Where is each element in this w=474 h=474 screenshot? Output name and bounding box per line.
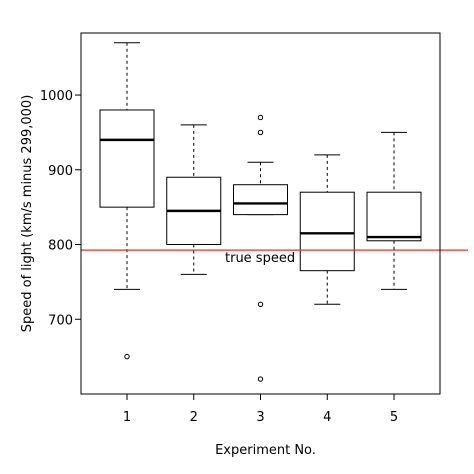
y-tick-label: 1000 [40, 89, 73, 104]
outlier-point [257, 114, 264, 121]
x-tick-label: 3 [256, 410, 264, 425]
box [366, 191, 422, 242]
y-axis: 700 800 900 1000 [40, 89, 81, 328]
x-tick-label: 1 [123, 410, 131, 425]
x-tick-label: 4 [323, 410, 331, 425]
x-axis: 1 2 3 4 5 [123, 394, 398, 425]
outlier-point [257, 301, 264, 308]
outlier-point [257, 129, 264, 136]
true-speed-label: true speed [225, 251, 295, 266]
outlier-point [257, 376, 264, 382]
outlier-point [124, 353, 130, 360]
y-tick-label: 800 [48, 239, 73, 254]
box [299, 191, 355, 272]
box-group-4 [299, 154, 355, 305]
y-axis-title: Speed of light (km/s minus 299,000) [20, 95, 35, 333]
boxes-layer [99, 42, 422, 382]
box-group-1 [99, 42, 155, 360]
x-tick-label: 5 [390, 410, 398, 425]
box [99, 109, 155, 208]
box-group-3 [233, 114, 288, 382]
box [233, 184, 288, 216]
box-group-5 [366, 131, 422, 290]
y-tick-label: 700 [48, 313, 73, 328]
box-group-2 [166, 124, 222, 275]
y-tick-label: 900 [48, 164, 73, 179]
x-axis-title: Experiment No. [215, 443, 316, 458]
x-tick-label: 2 [190, 410, 198, 425]
